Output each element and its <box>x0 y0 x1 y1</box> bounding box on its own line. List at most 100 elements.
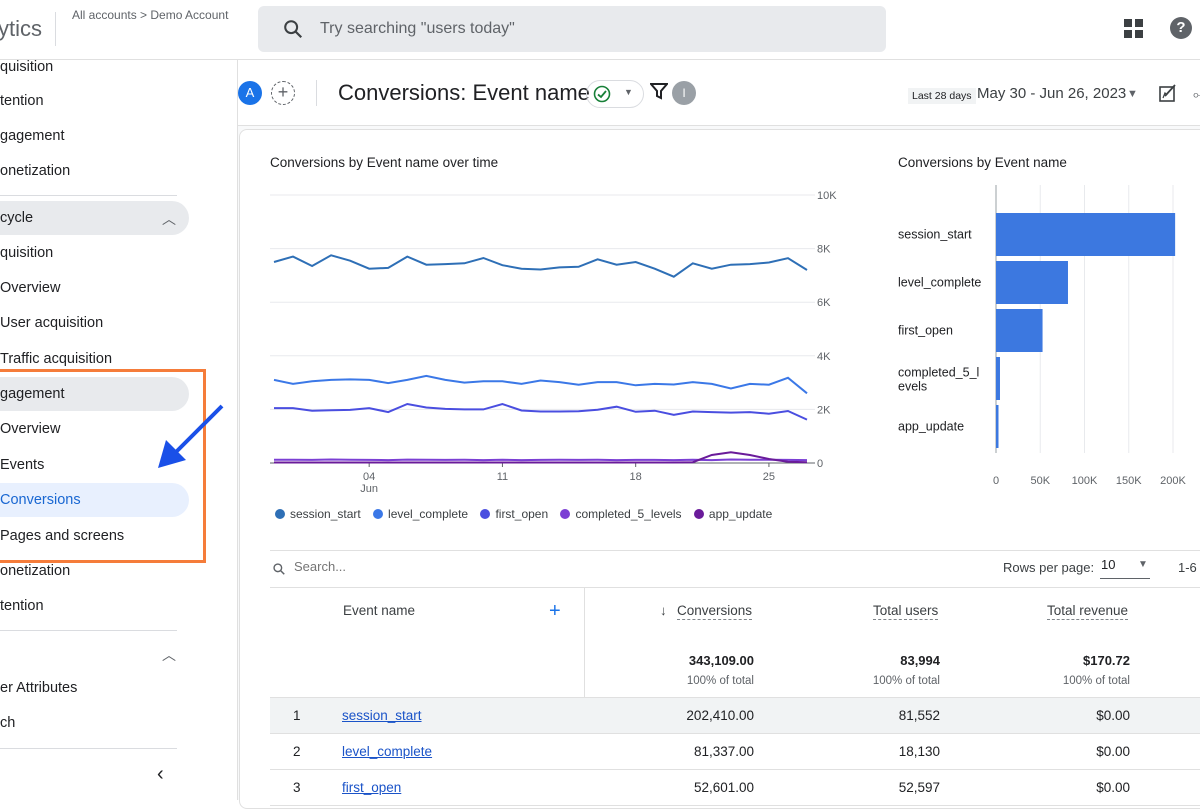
y-tick-label: 0 <box>817 458 823 470</box>
date-range-picker[interactable]: May 30 - Jun 26, 2023 <box>977 85 1127 102</box>
series-line-app-update[interactable] <box>274 451 808 464</box>
series-line-level-complete[interactable] <box>273 374 808 395</box>
event-name-link[interactable]: level_complete <box>342 744 433 759</box>
bar-level-complete[interactable] <box>996 261 1068 304</box>
check-circle-icon <box>593 85 611 103</box>
chevron-up-icon[interactable]: ︿ <box>162 211 176 227</box>
revenue-cell: $0.00 <box>1096 708 1130 723</box>
column-header-conversions[interactable]: Conversions <box>677 603 753 620</box>
comparison-avatar[interactable]: A <box>238 81 262 105</box>
report-header: A + Conversions: Event name ▼ I Last 28 … <box>238 60 1200 126</box>
table-row[interactable]: 1 session_start 202,410.00 81,552 $0.00 <box>270 698 1200 734</box>
sidebar-item-acquisition-sub[interactable]: quisition <box>0 236 53 270</box>
status-dropdown[interactable]: ▼ <box>586 80 644 108</box>
conversions-cell: 81,337.00 <box>693 744 754 759</box>
sidebar-item-user-attributes[interactable]: er Attributes <box>0 671 77 705</box>
top-bar: ytics All accounts > Demo Account ? <box>0 0 1200 60</box>
total-conversions-pct: 100% of total <box>686 675 754 687</box>
rows-per-page-select[interactable]: 10 <box>1100 557 1150 579</box>
legend-item[interactable]: completed_5_levels <box>560 507 682 521</box>
total-users: 83,994 <box>900 653 940 668</box>
legend-dot <box>275 509 285 519</box>
legend-dot <box>693 509 704 519</box>
sort-desc-icon[interactable]: ↓ <box>660 603 667 618</box>
legend-item[interactable]: session_start <box>275 507 361 521</box>
sidebar-item-pages-and-screens[interactable]: Pages and screens <box>0 519 124 553</box>
x-tick-label: 0 <box>993 475 999 487</box>
legend-label: first_open <box>495 507 549 521</box>
caret-down-icon[interactable]: ▼ <box>1127 88 1138 100</box>
help-icon[interactable]: ? <box>1170 17 1192 39</box>
bar-first-open[interactable] <box>996 309 1043 352</box>
sidebar-item-label: gagement <box>0 128 65 144</box>
user-badge[interactable]: I <box>672 81 696 105</box>
sidebar-item-engagement-group[interactable]: gagement <box>0 377 189 411</box>
series-line-first-open[interactable] <box>274 402 808 421</box>
sidebar-item-label: Overview <box>0 280 61 296</box>
add-dimension-icon[interactable]: + <box>549 600 561 622</box>
table-search-input[interactable] <box>294 559 594 574</box>
divider <box>316 80 317 106</box>
sidebar-item-label: Events <box>0 457 45 473</box>
legend-item[interactable]: app_update <box>693 507 772 521</box>
x-tick-label: 200K <box>1160 475 1186 487</box>
share-icon[interactable]: ⟜ <box>1193 86 1200 102</box>
sidebar-group-lifecycle[interactable]: cycle <box>0 201 189 235</box>
caret-down-icon[interactable]: ▼ <box>1138 559 1148 570</box>
sidebar-item-engagement[interactable]: gagement <box>0 119 65 153</box>
column-header-event-name[interactable]: Event name <box>343 603 416 618</box>
x-tick-label: 04 <box>363 471 375 483</box>
bar-chart-title: Conversions by Event name <box>898 155 1067 170</box>
bar-app-update[interactable] <box>996 405 999 448</box>
users-cell: 18,130 <box>898 744 940 759</box>
event-name-link[interactable]: session_start <box>342 708 422 723</box>
sidebar-item-label: onetization <box>0 563 71 579</box>
series-line-completed-5-levels[interactable] <box>274 458 808 462</box>
chevron-up-icon[interactable]: ︿ <box>162 647 176 663</box>
add-comparison-icon[interactable]: + <box>271 81 295 105</box>
series-line-session-start[interactable] <box>273 254 808 278</box>
column-header-total-revenue[interactable]: Total revenue <box>1047 603 1129 620</box>
sidebar-item-label: ch <box>0 715 16 731</box>
sidebar-item-monetization[interactable]: onetization <box>0 154 70 188</box>
sidebar-item-tech[interactable]: ch <box>0 706 15 740</box>
sidebar-item-events[interactable]: Events <box>0 448 44 482</box>
breadcrumb[interactable]: All accounts > Demo Account <box>72 8 229 22</box>
sidebar-item-retention[interactable]: tention <box>0 84 44 118</box>
legend-dot <box>373 509 384 519</box>
table-toolbar: Rows per page: 10 ▼ 1-6 <box>270 550 1200 588</box>
column-header-total-users[interactable]: Total users <box>873 603 939 620</box>
edit-report-icon[interactable] <box>1158 83 1178 103</box>
sidebar-item-engagement-overview[interactable]: Overview <box>0 412 60 446</box>
legend-label: level_complete <box>388 507 469 521</box>
apps-grid-icon[interactable] <box>1124 19 1144 39</box>
table-row[interactable]: 3 first_open 52,601.00 52,597 $0.00 <box>270 770 1200 806</box>
y-tick-label: 4K <box>817 351 831 363</box>
x-tick-label: 18 <box>630 471 642 483</box>
y-tick-label: 10K <box>817 190 837 202</box>
search-bar[interactable] <box>258 6 886 52</box>
sidebar-item-overview[interactable]: Overview <box>0 271 60 305</box>
sidebar-item-user-acquisition[interactable]: User acquisition <box>0 306 103 340</box>
x-tick-label: 25 <box>763 471 775 483</box>
legend-item[interactable]: level_complete <box>373 507 468 521</box>
search-input[interactable] <box>320 6 860 52</box>
sidebar-item-traffic-acquisition[interactable]: Traffic acquisition <box>0 342 112 376</box>
bar-session-start[interactable] <box>996 213 1176 256</box>
table-row[interactable]: 2 level_complete 81,337.00 18,130 $0.00 <box>270 734 1200 770</box>
collapse-sidebar-icon[interactable]: ‹ <box>157 763 164 785</box>
sidebar-item-retention-sub[interactable]: tention <box>0 589 44 623</box>
filter-icon[interactable] <box>650 82 668 100</box>
bar-chart[interactable]: 0 50K 100K 150K 200K session_start level_compl… <box>898 185 1200 495</box>
event-name-link[interactable]: first_open <box>342 780 402 795</box>
row-index: 1 <box>293 708 301 723</box>
sidebar-item-acquisition[interactable]: quisition <box>0 50 53 84</box>
bar-completed-5-levels[interactable] <box>996 357 1000 400</box>
sidebar-item-monetization-sub[interactable]: onetization <box>0 554 70 588</box>
sidebar-item-conversions[interactable]: Conversions <box>0 483 189 517</box>
highlight-annotation-box <box>0 369 206 563</box>
x-tick-label: 150K <box>1116 475 1142 487</box>
category-label: level_complete <box>898 276 981 290</box>
legend-item[interactable]: first_open <box>480 507 548 521</box>
